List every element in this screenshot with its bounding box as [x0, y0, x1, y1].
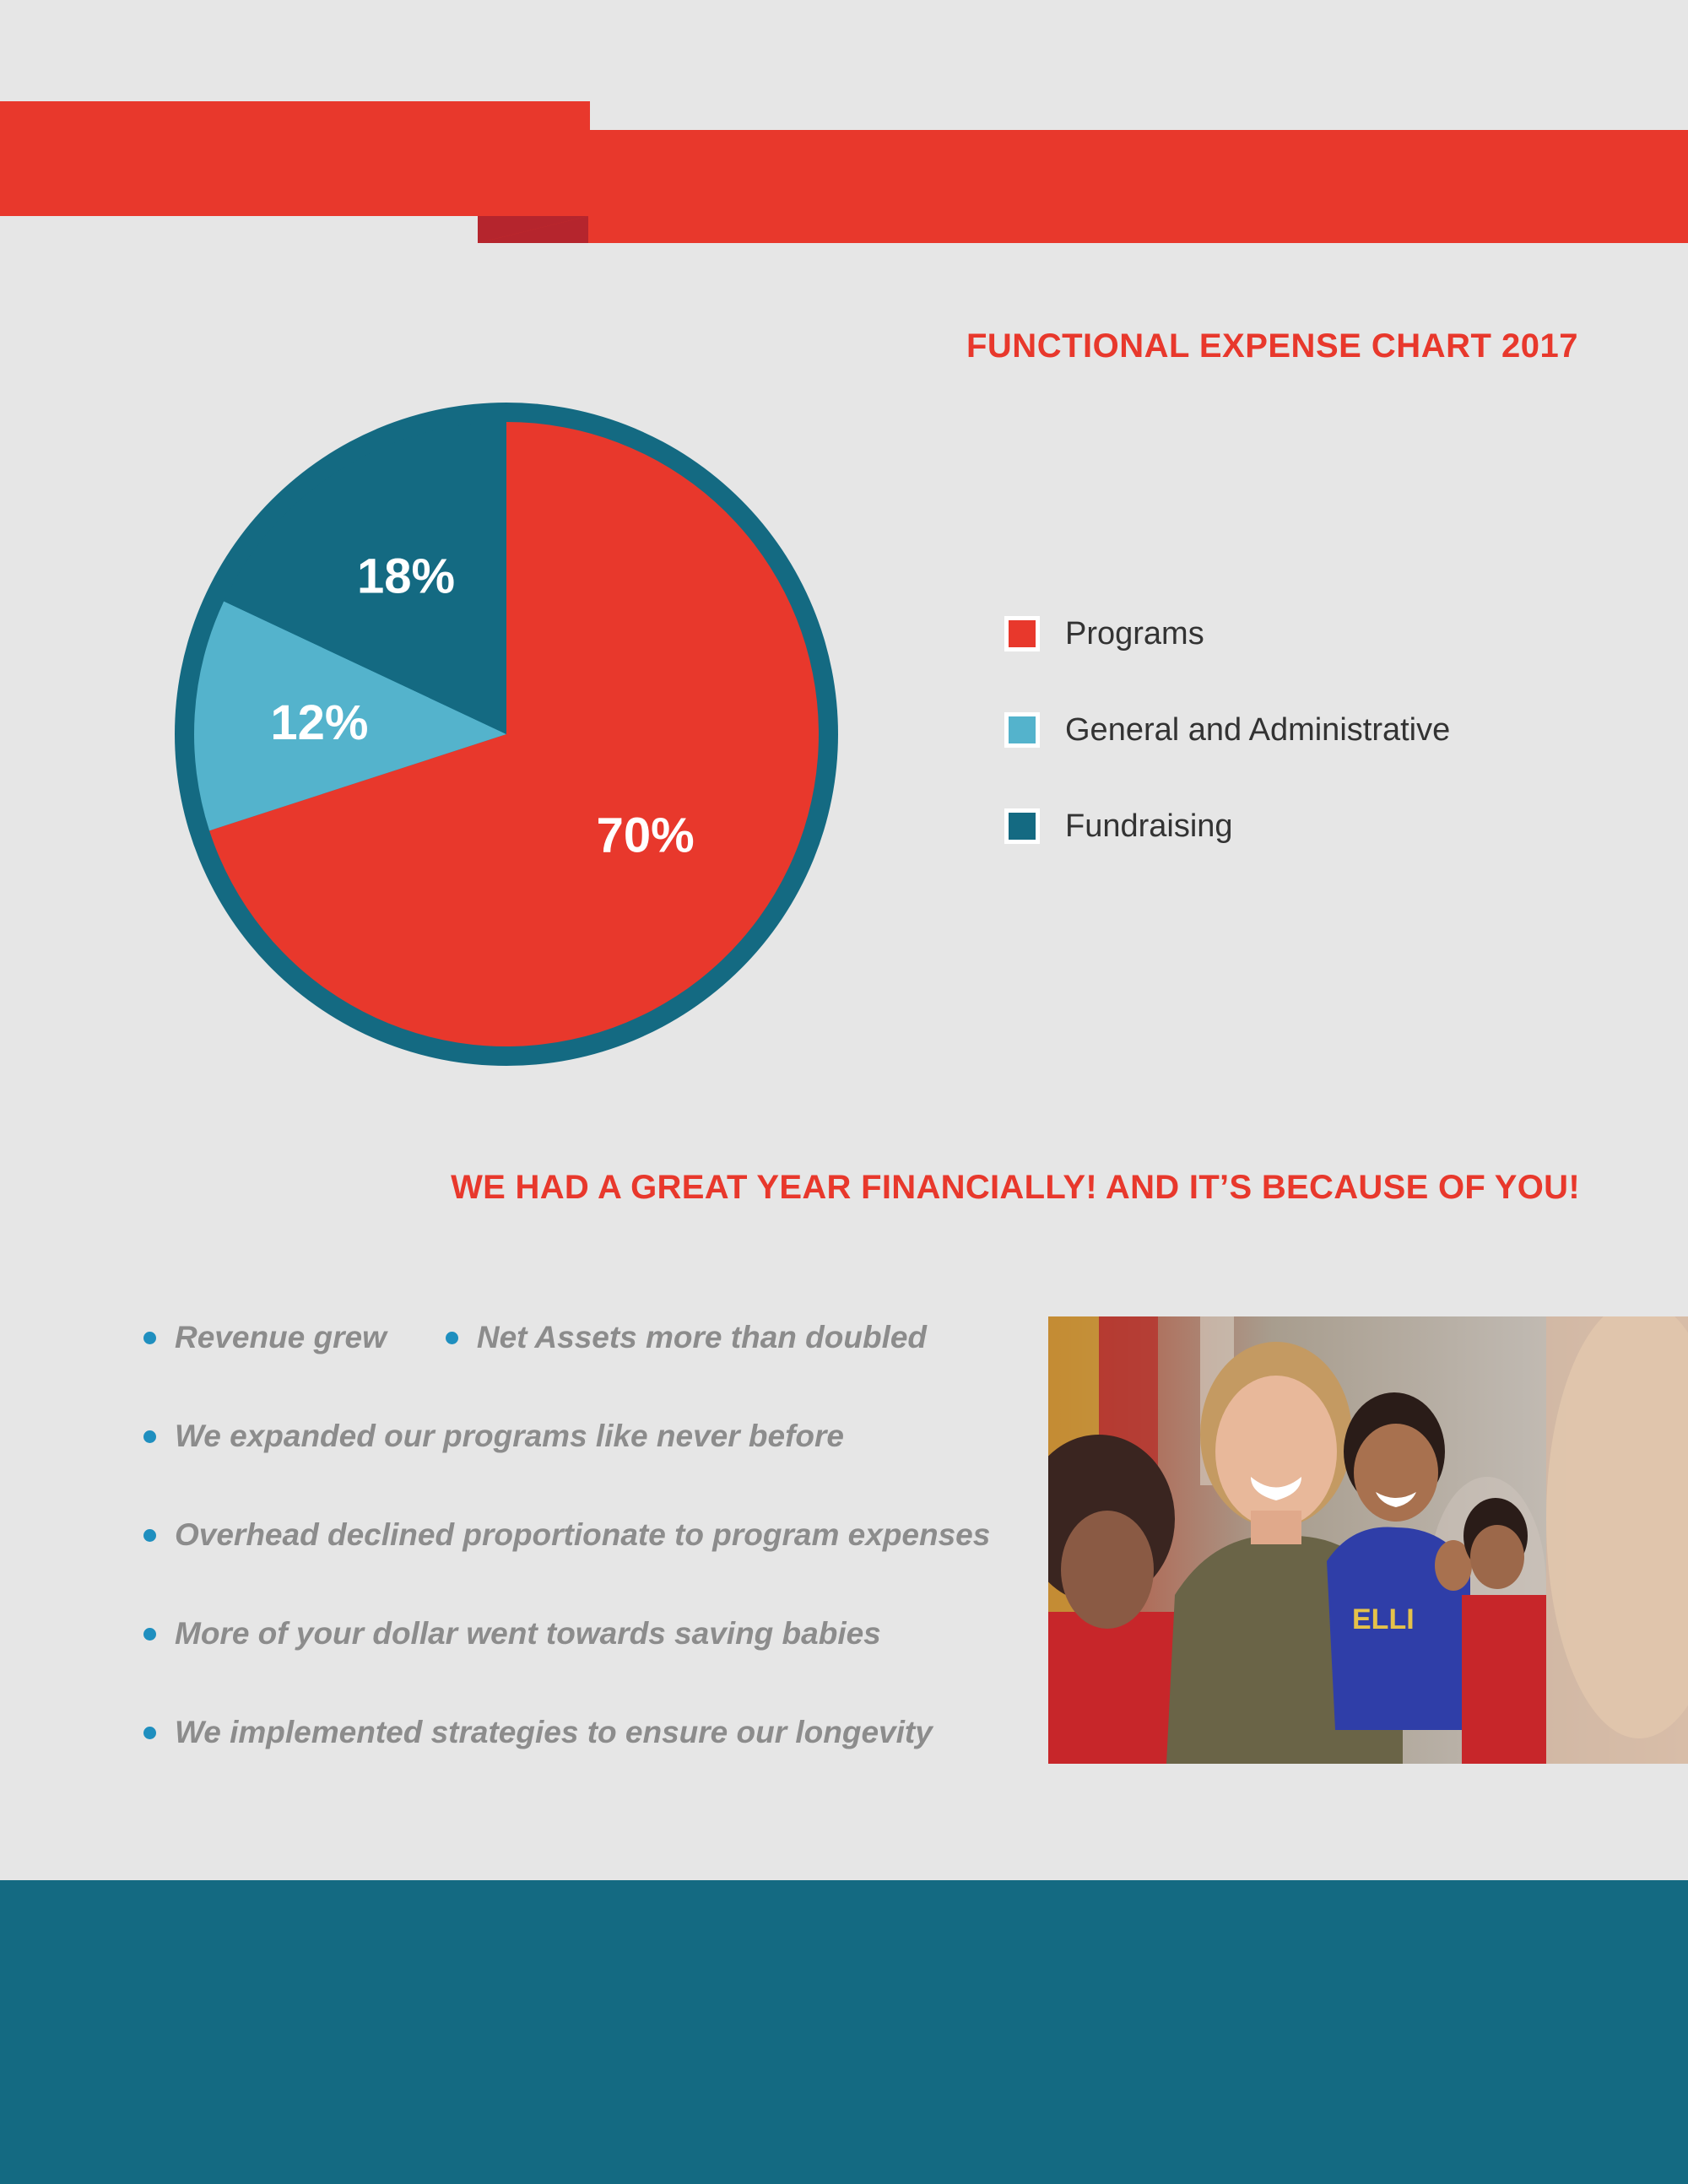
highlights-row: We implemented strategies to ensure our … — [143, 1715, 1038, 1750]
legend-item-programs: Programs — [1004, 612, 1450, 656]
highlight-text: More of your dollar went towards saving … — [175, 1616, 881, 1651]
legend-swatch-fundraising — [1004, 808, 1040, 844]
bullet-dot-icon — [445, 1331, 458, 1344]
legend-label: General and Administrative — [1065, 711, 1451, 748]
bullet-dot-icon — [143, 1430, 156, 1443]
pie-chart-svg: 70% 12% 18% — [175, 403, 838, 1066]
pie-slice-programs — [209, 422, 819, 1046]
legend-swatch-general-admin — [1004, 712, 1040, 748]
list-item: Overhead declined proportionate to progr… — [143, 1517, 990, 1553]
pie-label-general-admin: 12% — [270, 695, 368, 750]
ribbon-left — [0, 101, 590, 216]
bullet-dot-icon — [143, 1331, 156, 1344]
legend-item-fundraising: Fundraising — [1004, 804, 1450, 848]
highlight-text: We expanded our programs like never befo… — [175, 1419, 845, 1453]
highlights-row: More of your dollar went towards saving … — [143, 1616, 1038, 1652]
highlight-text: Net Assets more than doubled — [476, 1320, 928, 1354]
header-ribbon — [0, 101, 1688, 243]
bullet-dot-icon — [143, 1528, 156, 1542]
pie-slice-general-admin — [194, 601, 507, 831]
chart-legend: Programs General and Administrative Fund… — [1004, 612, 1450, 900]
list-item: Revenue grew — [143, 1320, 387, 1355]
chart-title: FUNCTIONAL EXPENSE CHART 2017 — [966, 327, 1578, 365]
list-item: We expanded our programs like never befo… — [143, 1419, 844, 1454]
highlights-row: We expanded our programs like never befo… — [143, 1419, 1038, 1453]
pie-label-programs: 70% — [597, 808, 695, 863]
ribbon-right-body — [588, 130, 1688, 243]
bullet-dot-icon — [143, 1627, 156, 1641]
highlights-list: Revenue grew Net Assets more than double… — [143, 1320, 1038, 1814]
legend-label: Programs — [1065, 615, 1204, 651]
ribbon-fold-shadow — [478, 216, 588, 243]
highlight-text: Revenue grew — [175, 1320, 387, 1354]
list-item: More of your dollar went towards saving … — [143, 1616, 881, 1652]
highlight-text: Overhead declined proportionate to progr… — [175, 1517, 991, 1552]
pie-label-fundraising: 18% — [357, 549, 455, 604]
tagline: WE HAD A GREAT YEAR FINANCIALLY! AND IT’… — [451, 1169, 1580, 1206]
legend-label: Fundraising — [1065, 808, 1233, 844]
pie-chart: 70% 12% 18% — [169, 397, 844, 1072]
legend-item-general-admin: General and Administrative — [1004, 708, 1450, 752]
photo: ELLI — [1048, 1316, 1688, 1764]
bullet-dot-icon — [143, 1726, 156, 1739]
svg-text:ELLI: ELLI — [1352, 1603, 1415, 1635]
legend-swatch-programs — [1004, 616, 1040, 651]
photo-icon: ELLI — [1048, 1316, 1688, 1764]
footer-band — [0, 1880, 1688, 2184]
highlights-row: Overhead declined proportionate to progr… — [143, 1517, 1038, 1553]
list-item: Net Assets more than doubled — [445, 1320, 928, 1355]
highlights-row: Revenue grew Net Assets more than double… — [143, 1320, 1038, 1355]
list-item: We implemented strategies to ensure our … — [143, 1715, 933, 1750]
pie-slice-fundraising — [224, 422, 506, 734]
highlight-text: We implemented strategies to ensure our … — [175, 1715, 933, 1749]
